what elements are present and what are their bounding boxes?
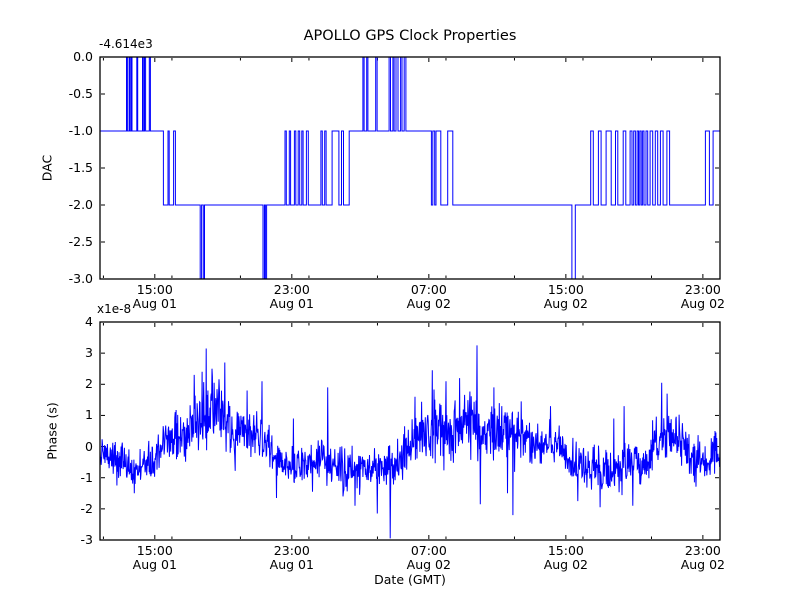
xtick-time: 07:00	[410, 543, 447, 558]
phase-ytick-label: -3	[80, 532, 93, 547]
dac-ytick-label: 0.0	[73, 49, 93, 64]
phase-xtick-label: 23:00 Aug 01	[255, 544, 329, 571]
xtick-date: Aug 02	[406, 556, 451, 572]
xtick-date: Aug 02	[680, 295, 725, 311]
chart-title: APOLLO GPS Clock Properties	[303, 28, 517, 44]
xtick-date: Aug 01	[132, 556, 177, 572]
dac-ytick-label: -1.5	[68, 160, 93, 175]
dac-xtick-label: 23:00 Aug 02	[666, 283, 740, 310]
xtick-date: Aug 02	[543, 295, 588, 311]
phase-noise-line	[99, 345, 721, 539]
phase-xtick-label: 23:00 Aug 02	[666, 544, 740, 571]
xtick-time: 23:00	[273, 543, 310, 558]
xtick-date: Aug 01	[269, 295, 314, 311]
xtick-date: Aug 01	[132, 295, 177, 311]
xtick-time: 23:00	[684, 282, 721, 297]
dac-ytick-label: -1.0	[68, 123, 93, 138]
xtick-time: 07:00	[410, 282, 447, 297]
xtick-time: 15:00	[136, 282, 173, 297]
phase-ytick-label: -2	[80, 500, 93, 516]
phase-ytick-label: 2	[85, 376, 93, 392]
dac-xtick-label: 23:00 Aug 01	[255, 283, 329, 310]
xtick-time: 23:00	[684, 543, 721, 558]
xtick-time: 15:00	[547, 543, 584, 558]
xtick-time: 23:00	[273, 282, 310, 297]
dac-xtick-label: 15:00 Aug 02	[529, 283, 603, 310]
xtick-date: Aug 02	[543, 556, 588, 572]
xtick-date: Aug 01	[269, 556, 314, 572]
dac-xtick-label: 07:00 Aug 02	[392, 283, 466, 310]
phase-ytick-label: 1	[85, 407, 93, 423]
dac-ytick-label: -3.0	[68, 271, 93, 286]
dac-ytick-label: -2.0	[68, 197, 93, 212]
xtick-date: Aug 02	[680, 556, 725, 572]
xtick-time: 15:00	[136, 543, 173, 558]
axes-spines	[99, 56, 721, 280]
xtick-time: 15:00	[547, 282, 584, 297]
dac-ytick-label: -0.5	[68, 86, 93, 101]
dac-ytick-label: -2.5	[68, 234, 93, 249]
phase-xtick-label: 07:00 Aug 02	[392, 544, 466, 571]
dac-axis-offset-label: -4.614e3	[99, 37, 153, 51]
phase-ytick-label: 3	[85, 345, 93, 361]
phase-xtick-label: 15:00 Aug 02	[529, 544, 603, 571]
phase-axis-multiplier-label: x1e-8	[97, 302, 132, 316]
phase-ytick-label: 0	[85, 438, 93, 454]
phase-ytick-label: -1	[80, 469, 93, 485]
phase-xtick-label: 15:00 Aug 01	[118, 544, 192, 571]
phase-ytick-label: 4	[85, 314, 93, 329]
xtick-date: Aug 02	[406, 295, 451, 311]
dac-xtick-label: 15:00 Aug 01	[118, 283, 192, 310]
axes-spines	[99, 321, 721, 541]
date-axis-label: Date (GMT)	[374, 572, 446, 587]
dac-step-line	[100, 56, 720, 280]
